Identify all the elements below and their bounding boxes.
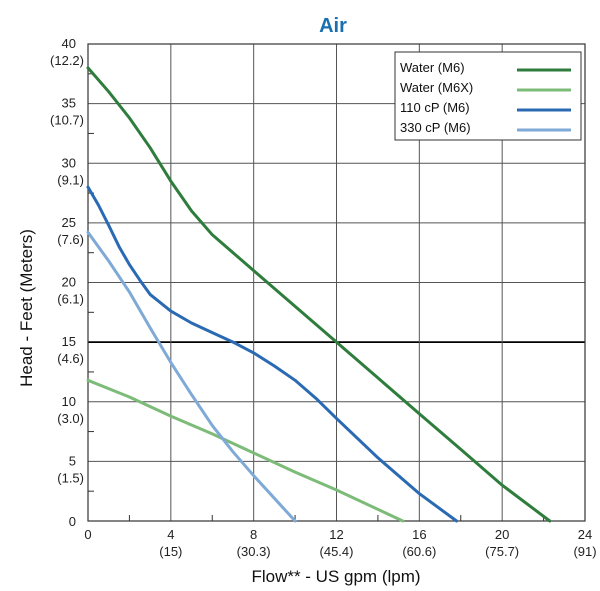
x-tick-label: 8	[250, 527, 257, 542]
y-tick-label: 35	[62, 96, 76, 111]
legend-label: 330 cP (M6)	[400, 120, 471, 135]
y-tick-label: 25	[62, 215, 76, 230]
x-axis-title: Flow** - US gpm (lpm)	[251, 567, 420, 586]
legend-label: Water (M6)	[400, 60, 465, 75]
x-tick-label: 20	[495, 527, 509, 542]
legend-label: 110 cP (M6)	[400, 100, 470, 115]
y-tick-label: 15	[62, 334, 76, 349]
x-tick-label: 4	[167, 527, 174, 542]
x-tick-label: 12	[329, 527, 343, 542]
x-tick-sublabel: (60.6)	[402, 544, 436, 559]
x-tick-sublabel: (15)	[159, 544, 182, 559]
y-tick-label: 10	[62, 394, 76, 409]
y-tick-sublabel: (7.6)	[57, 232, 84, 247]
y-tick-sublabel: (6.1)	[57, 292, 84, 307]
y-tick-sublabel: (9.1)	[57, 172, 84, 187]
legend: Water (M6) Water (M6X) 110 cP (M6) 330 cP (…	[395, 52, 581, 140]
y-tick-sublabel: (12.2)	[50, 53, 84, 68]
series-line-3	[88, 187, 457, 521]
y-tick-sublabel: (10.7)	[50, 113, 84, 128]
x-tick-sublabel: (75.7)	[485, 544, 519, 559]
x-tick-sublabel: (30.3)	[237, 544, 271, 559]
y-tick-sublabel: (3.0)	[57, 411, 84, 426]
x-tick-label: 0	[84, 527, 91, 542]
y-tick-label: 0	[69, 514, 76, 529]
y-tick-label: 40	[62, 36, 76, 51]
y-tick-sublabel: (1.5)	[57, 470, 84, 485]
x-tick-sublabel: (91)	[573, 544, 596, 559]
legend-label: Water (M6X)	[400, 80, 473, 95]
y-tick-label: 30	[62, 155, 76, 170]
chart-title: Air	[319, 15, 347, 37]
x-tick-label: 16	[412, 527, 426, 542]
x-tick-sublabel: (45.4)	[320, 544, 354, 559]
x-tick-label: 24	[578, 527, 592, 542]
y-tick-sublabel: (4.6)	[57, 351, 84, 366]
y-tick-label: 20	[62, 275, 76, 290]
y-axis-title: Head - Feet (Meters)	[17, 229, 36, 387]
y-tick-label: 5	[69, 453, 76, 468]
series-line-4	[88, 232, 295, 521]
